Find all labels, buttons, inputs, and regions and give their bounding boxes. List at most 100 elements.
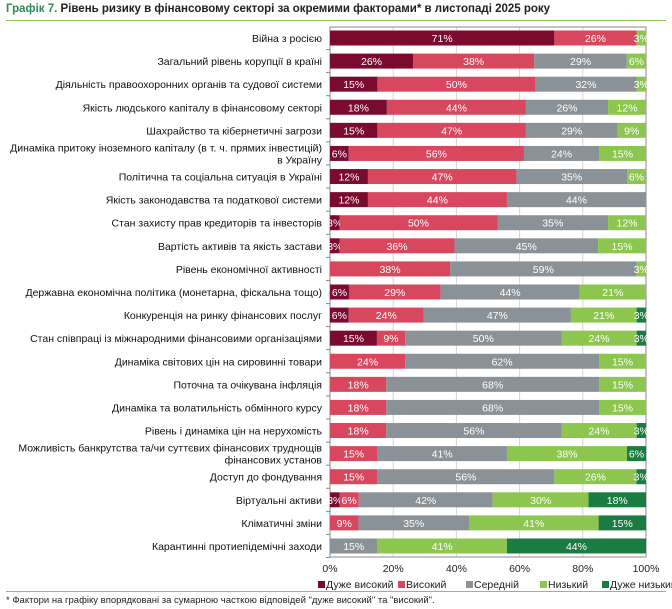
- data-label: 15%: [343, 541, 364, 553]
- bar-segment: [506, 192, 646, 208]
- bar-segment: [367, 192, 507, 208]
- data-label: 3%: [327, 241, 342, 253]
- bar-segment: [330, 492, 340, 508]
- data-label: 12%: [338, 172, 359, 184]
- data-label: 6%: [332, 287, 347, 299]
- bar-segment: [386, 99, 526, 115]
- data-label: 41%: [432, 541, 453, 553]
- bar-segment: [440, 284, 580, 300]
- data-label: 3%: [634, 310, 649, 322]
- bar-segment: [636, 76, 646, 92]
- bar-segment: [330, 538, 378, 554]
- bar-segment: [598, 515, 646, 531]
- legend-swatch: [540, 581, 547, 588]
- data-label: 24%: [589, 426, 610, 438]
- bar-segment: [330, 330, 377, 346]
- data-label: 62%: [492, 356, 513, 368]
- bar-segment: [534, 53, 627, 69]
- data-label: 3%: [634, 472, 649, 484]
- bar-segment: [561, 423, 637, 439]
- bar-segment: [516, 169, 628, 185]
- category-label: Діяльність правоохоронних органів та суд…: [56, 79, 323, 91]
- data-label: 3%: [634, 426, 649, 438]
- bar-segment: [561, 330, 637, 346]
- bar-segment: [599, 399, 646, 415]
- bar-segment: [330, 238, 340, 254]
- bar-segment: [330, 353, 406, 369]
- data-label: 3%: [634, 33, 649, 45]
- category-label: Стан захисту прав кредиторів та інвестор…: [112, 218, 323, 230]
- data-label: 9%: [383, 333, 398, 345]
- data-label: 30%: [530, 495, 551, 507]
- data-label: 35%: [542, 218, 563, 230]
- stacked-bar-chart: 0% 20% 40% 60% 80% 100% Війна з росією 71% 26% 3%…: [10, 26, 672, 590]
- bar-segment: [358, 492, 493, 508]
- x-tick-label: 60%: [509, 563, 530, 575]
- bar-segment: [525, 99, 609, 115]
- bar-segment: [636, 330, 646, 346]
- data-label: 29%: [384, 287, 405, 299]
- data-label: 6%: [629, 449, 644, 461]
- chart-title: Графік 7. Рівень ризику в фінансовому се…: [6, 3, 550, 15]
- category-label: Якість людського капіталу в фінансовому …: [83, 102, 322, 114]
- bar-segment: [330, 307, 349, 323]
- category-label: Поточна та очікувана інфляція: [173, 379, 322, 391]
- data-label: 44%: [566, 541, 587, 553]
- data-label: 15%: [612, 241, 633, 253]
- data-label: 21%: [593, 310, 614, 322]
- data-label: 47%: [432, 172, 453, 184]
- data-label: 6%: [629, 172, 644, 184]
- legend-label: Дуже низький: [610, 579, 672, 590]
- bar-segment: [554, 30, 637, 46]
- bar-segment: [330, 192, 368, 208]
- data-label: 68%: [482, 379, 503, 391]
- bar-segment: [330, 53, 413, 69]
- bar-segment: [570, 307, 637, 323]
- data-label: 36%: [387, 241, 408, 253]
- bar-segment: [339, 492, 359, 508]
- legend-label: Дуже високий: [326, 579, 394, 590]
- bar-segment: [599, 353, 646, 369]
- data-label: 15%: [612, 148, 633, 160]
- data-label: 44%: [566, 195, 587, 207]
- x-tick-label: 40%: [446, 563, 467, 575]
- category-label: Динаміка та волатильність обмінного курс…: [112, 402, 323, 414]
- data-label: 6%: [332, 148, 347, 160]
- category-label: Рівень і динаміка цін на нерухомість: [145, 426, 323, 438]
- bar-segment: [535, 76, 637, 92]
- data-label: 26%: [585, 472, 606, 484]
- data-label: 6%: [332, 310, 347, 322]
- bar-segment: [405, 330, 562, 346]
- data-label: 21%: [602, 287, 623, 299]
- bar-segment: [554, 469, 637, 485]
- bar-segment: [330, 169, 368, 185]
- category-label: Шахрайство та кібернетичні загрози: [146, 125, 322, 137]
- data-label: 50%: [408, 218, 429, 230]
- title-divider: [6, 20, 666, 21]
- bar-segment: [627, 169, 646, 185]
- legend-label: Високий: [406, 579, 447, 590]
- x-tick-label: 100%: [633, 563, 660, 575]
- data-label: 15%: [612, 356, 633, 368]
- data-label: 47%: [441, 125, 462, 137]
- data-label: 12%: [617, 218, 638, 230]
- data-label: 68%: [482, 402, 503, 414]
- legend-label: Середній: [474, 579, 519, 590]
- bar-segment: [330, 145, 349, 161]
- category-label: Вартість активів та якість застави: [158, 241, 322, 253]
- bar-segment: [330, 423, 387, 439]
- data-label: 44%: [446, 102, 467, 114]
- data-label: 15%: [612, 402, 633, 414]
- bar-segment: [339, 238, 455, 254]
- bar-segment: [523, 145, 600, 161]
- category-label: Карантинні протиепідемічні заходи: [152, 541, 322, 553]
- bar-segment: [330, 261, 451, 277]
- data-label: 29%: [561, 125, 582, 137]
- bar-segment: [377, 446, 507, 462]
- bar-segment: [376, 330, 406, 346]
- data-label: 50%: [446, 79, 467, 91]
- data-label: 15%: [343, 125, 364, 137]
- data-label: 32%: [575, 79, 596, 91]
- bar-segment: [386, 423, 562, 439]
- category-label: Якість законодавства та податкової систе…: [106, 195, 322, 207]
